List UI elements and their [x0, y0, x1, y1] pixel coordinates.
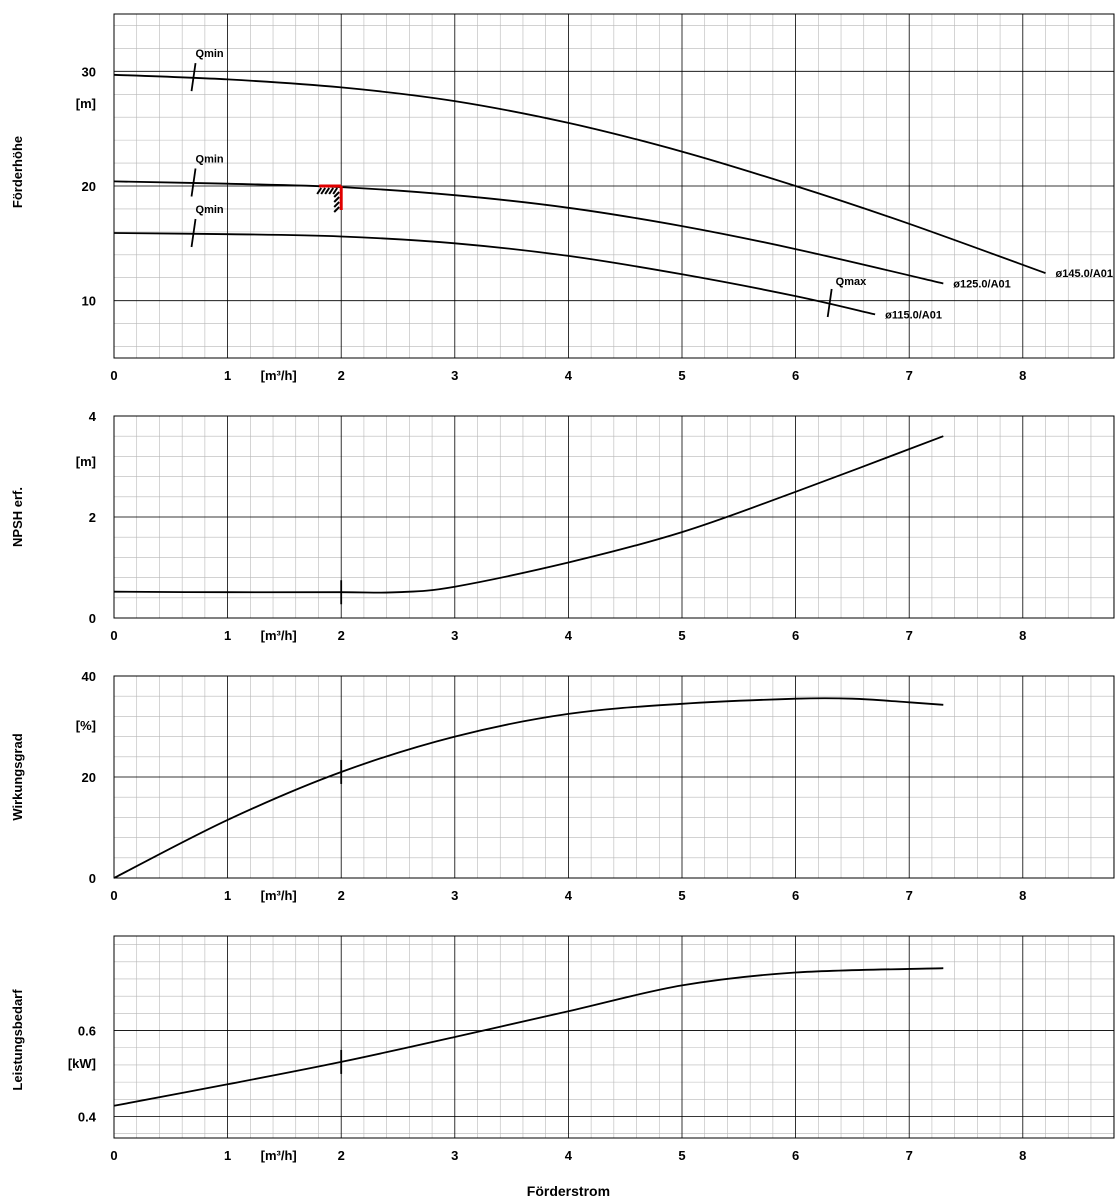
x-tick-label: 0 — [110, 888, 117, 903]
x-tick-label: 8 — [1019, 888, 1026, 903]
hatch-line — [333, 196, 340, 203]
x-tick-label: 6 — [792, 1148, 799, 1163]
y-unit-label: [%] — [76, 718, 96, 733]
x-tick-label: 7 — [906, 368, 913, 383]
plot-frame — [113, 675, 1115, 879]
panel-2: 0 2 4 [m] NPSH erf. 0 1 2 3 4 5 6 7 8 [m³/h] — [10, 409, 1115, 643]
hatch-line — [320, 187, 327, 195]
hatch-line — [328, 187, 335, 195]
x-tick-label: 1 — [224, 628, 231, 643]
plot-frame — [113, 935, 1115, 1139]
y-tick-label: 0 — [89, 871, 96, 886]
x-tick-label: 4 — [565, 1148, 573, 1163]
y-tick-label: 4 — [89, 409, 97, 424]
y-axis-label: Wirkungsgrad — [10, 733, 25, 820]
x-axis-label: Förderstrom — [527, 1183, 610, 1199]
panel-1: 10 20 30 [m] Förderhöhe 0 1 2 3 4 5 6 7 8 [m³/h] ø145.0… — [10, 13, 1115, 383]
x-tick-label: 2 — [338, 368, 345, 383]
annotation-label: Qmin — [196, 154, 224, 166]
x-tick-label: 0 — [110, 628, 117, 643]
limit-mark — [190, 168, 197, 197]
hatch-line — [316, 187, 323, 195]
panel-4: 0.4 0.6 [kW] Leistungsbedarf 0 1 2 3 4 5 6 7 8 [m³/h] — [10, 935, 1115, 1163]
x-tick-label: 1 — [224, 1148, 231, 1163]
limit-mark — [190, 218, 197, 248]
series-label: ø145.0/A01 — [1056, 268, 1113, 280]
panel-3: 0 20 40 [%] Wirkungsgrad 0 1 2 3 4 5 6 7 8 [m³/h] — [10, 669, 1115, 903]
y-axis-label: Förderhöhe — [10, 136, 25, 208]
y-tick-label: 10 — [82, 294, 96, 309]
annotation-label: Qmin — [196, 48, 224, 60]
y-axis-label: Leistungsbedarf — [10, 989, 25, 1091]
x-tick-label: 1 — [224, 368, 231, 383]
x-tick-label: 7 — [906, 628, 913, 643]
y-tick-label: 20 — [82, 179, 96, 194]
y-tick-label: 2 — [89, 510, 96, 525]
series-line — [113, 697, 944, 879]
y-tick-label: 40 — [82, 669, 96, 684]
series-label: ø115.0/A01 — [885, 309, 942, 321]
x-tick-label: 6 — [792, 628, 799, 643]
x-tick-label: 4 — [565, 628, 573, 643]
y-tick-label: 20 — [82, 770, 96, 785]
x-tick-label: 8 — [1019, 368, 1026, 383]
x-tick-label: 7 — [906, 1148, 913, 1163]
x-tick-label: 4 — [565, 368, 573, 383]
x-tick-label: 6 — [792, 888, 799, 903]
y-unit-label: [m] — [76, 96, 96, 111]
x-tick-label: 2 — [338, 1148, 345, 1163]
x-tick-label: 5 — [678, 888, 685, 903]
x-tick-label: 3 — [451, 888, 458, 903]
x-tick-label: 0 — [110, 368, 117, 383]
limit-mark — [190, 62, 197, 92]
annotation-label: Qmin — [196, 204, 224, 216]
y-axis-label: NPSH erf. — [10, 487, 25, 547]
x-unit-label: [m³/h] — [261, 888, 297, 903]
annotation-label: Qmax — [836, 276, 867, 288]
y-unit-label: [kW] — [68, 1056, 96, 1071]
x-tick-label: 2 — [338, 888, 345, 903]
hatch-line — [333, 191, 340, 198]
y-tick-label: 30 — [82, 64, 96, 79]
series-line — [113, 967, 944, 1107]
series-label: ø125.0/A01 — [953, 278, 1010, 290]
x-tick-label: 1 — [224, 888, 231, 903]
x-unit-label: [m³/h] — [261, 1148, 297, 1163]
plot-frame — [113, 13, 1115, 359]
hatch-line — [332, 187, 339, 195]
x-tick-label: 5 — [678, 1148, 685, 1163]
x-unit-label: [m³/h] — [261, 368, 297, 383]
x-tick-label: 3 — [451, 368, 458, 383]
y-tick-label: 0 — [89, 611, 96, 626]
x-tick-label: 5 — [678, 628, 685, 643]
x-tick-label: 3 — [451, 628, 458, 643]
hatch-line — [333, 201, 340, 208]
limit-mark — [826, 288, 833, 318]
x-unit-label: [m³/h] — [261, 628, 297, 643]
x-tick-label: 7 — [906, 888, 913, 903]
series-line — [113, 180, 944, 285]
series-line — [113, 73, 1046, 274]
y-tick-label: 0.6 — [78, 1024, 96, 1039]
plot-frame — [113, 415, 1115, 619]
hatch-line — [333, 206, 340, 213]
x-tick-label: 2 — [338, 628, 345, 643]
x-tick-label: 8 — [1019, 628, 1026, 643]
x-tick-label: 3 — [451, 1148, 458, 1163]
series-line — [113, 232, 876, 316]
x-tick-label: 5 — [678, 368, 685, 383]
hatch-line — [324, 187, 331, 195]
y-tick-label: 0.4 — [78, 1110, 97, 1125]
series-line — [113, 435, 944, 594]
y-unit-label: [m] — [76, 454, 96, 469]
x-tick-label: 0 — [110, 1148, 117, 1163]
x-tick-label: 6 — [792, 368, 799, 383]
x-tick-label: 4 — [565, 888, 573, 903]
x-tick-label: 8 — [1019, 1148, 1026, 1163]
